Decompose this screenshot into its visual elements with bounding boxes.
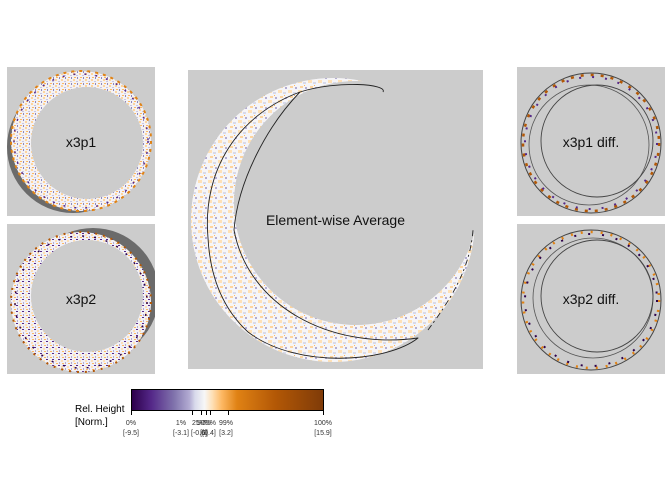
legend-colorbar <box>131 389 324 411</box>
legend-tick-0 <box>131 411 132 415</box>
x3p1-diff-plot <box>520 72 662 214</box>
legend-title-line1: Rel. Height <box>75 404 125 415</box>
legend-tick-label: 1% [-3.1] <box>173 420 189 437</box>
legend-tick-99 <box>228 411 229 415</box>
legend-tick-label: 50% [0] <box>196 420 212 437</box>
average-panel: Element-wise Average <box>188 70 483 369</box>
x3p2-diff-panel: x3p2 diff. <box>517 224 665 374</box>
legend-tick-label: 0% [-9.5] <box>123 420 139 437</box>
x3p2-panel: x3p2 <box>7 224 155 374</box>
legend-tick-label: 100% [15.9] <box>314 420 332 437</box>
legend-tick-75 <box>210 411 211 415</box>
average-surface-plot <box>188 70 483 369</box>
x3p1-diff-panel: x3p1 diff. <box>517 67 665 216</box>
legend-tick-label: 25% [-0.6] <box>191 420 207 437</box>
x3p1-surface-plot <box>7 70 152 213</box>
legend-tick-1 <box>192 411 193 415</box>
legend-tick-100 <box>323 411 324 415</box>
x3p1-panel: x3p1 <box>7 67 155 216</box>
legend-title: Rel. Height [Norm.] <box>75 403 124 429</box>
x3p2-surface-plot <box>10 228 155 373</box>
legend-tick-25 <box>201 411 202 415</box>
x3p2-diff-plot <box>520 229 662 371</box>
legend-title-line2: [Norm.] <box>75 417 108 428</box>
legend-tick-label: 99% [3.2] <box>218 420 234 437</box>
legend-tick-label: 75% [0.4] <box>201 420 217 437</box>
legend-tick-50 <box>206 411 207 415</box>
